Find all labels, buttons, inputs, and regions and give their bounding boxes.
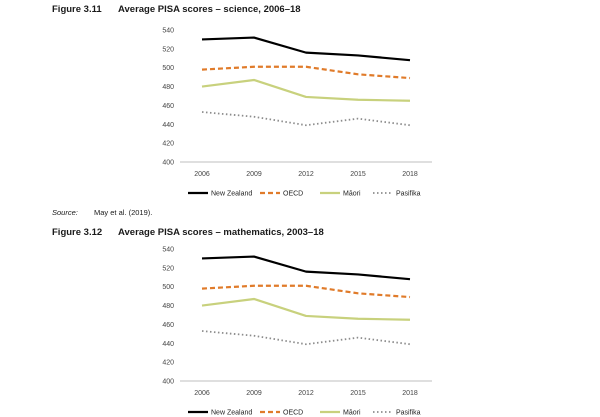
source-text: May et al. (2019).: [94, 208, 153, 217]
series-line-m-ori: [201, 297, 411, 321]
legend-label: OECD: [283, 191, 303, 198]
x-tick-label: 2018: [402, 171, 418, 178]
legend-label: OECD: [283, 410, 303, 417]
series-line-pasifika: [201, 111, 411, 127]
figure-number: Figure 3.12: [52, 227, 103, 238]
x-tick-label: 2009: [246, 171, 262, 178]
x-tick-label: 2018: [402, 390, 418, 397]
series-line-m-ori: [201, 78, 411, 102]
series-line-oecd: [201, 65, 411, 80]
y-tick-label: 520: [162, 265, 174, 272]
series-line-new-zealand: [201, 255, 411, 281]
x-tick-label: 2006: [194, 171, 210, 178]
science-line-chart: 400 420 440 460 480 500 520 540 2006 2009 2012 2015…: [162, 28, 432, 198]
legend-label: Pasifika: [396, 191, 421, 198]
y-tick-label: 460: [162, 103, 174, 110]
legend-label: Māori: [343, 191, 361, 198]
figure-title: Average PISA scores – mathematics, 2003–…: [118, 227, 324, 238]
y-tick-label: 480: [162, 303, 174, 310]
y-tick-label: 480: [162, 84, 174, 91]
source-note: Source: May et al. (2019).: [52, 208, 152, 217]
y-tick-label: 500: [162, 65, 174, 72]
y-tick-label: 500: [162, 284, 174, 291]
x-tick-label: 2015: [350, 171, 366, 178]
y-tick-label: 400: [162, 160, 174, 167]
legend-label: New Zealand: [211, 410, 252, 417]
y-tick-label: 420: [162, 141, 174, 148]
x-tick-label: 2009: [246, 390, 262, 397]
y-tick-label: 540: [162, 28, 174, 35]
x-tick-label: 2006: [194, 390, 210, 397]
series-line-new-zealand: [201, 36, 411, 62]
y-tick-label: 420: [162, 360, 174, 367]
y-tick-label: 400: [162, 379, 174, 386]
y-tick-label: 520: [162, 46, 174, 53]
x-tick-label: 2015: [350, 390, 366, 397]
y-tick-label: 540: [162, 247, 174, 254]
x-tick-label: 2012: [298, 171, 314, 178]
source-label: Source:: [52, 208, 78, 217]
figure-3-12-heading: Figure 3.12 Average PISA scores – mathema…: [52, 227, 324, 238]
legend-label: Māori: [343, 410, 361, 417]
figure-number: Figure 3.11: [52, 4, 102, 15]
legend-label: New Zealand: [211, 191, 252, 198]
figure-3-11-heading: Figure 3.11 Average PISA scores – science…: [52, 4, 301, 15]
figure-title: Average PISA scores – science, 2006–18: [118, 4, 301, 15]
series-line-oecd: [201, 284, 411, 299]
mathematics-line-chart: 400 420 440 460 480 500 520 540 2006 2009 2012 2015…: [162, 247, 432, 417]
legend-label: Pasifika: [396, 410, 421, 417]
series-line-pasifika: [201, 330, 411, 346]
y-tick-label: 440: [162, 122, 174, 129]
x-tick-label: 2012: [298, 390, 314, 397]
y-tick-label: 460: [162, 322, 174, 329]
y-tick-label: 440: [162, 341, 174, 348]
